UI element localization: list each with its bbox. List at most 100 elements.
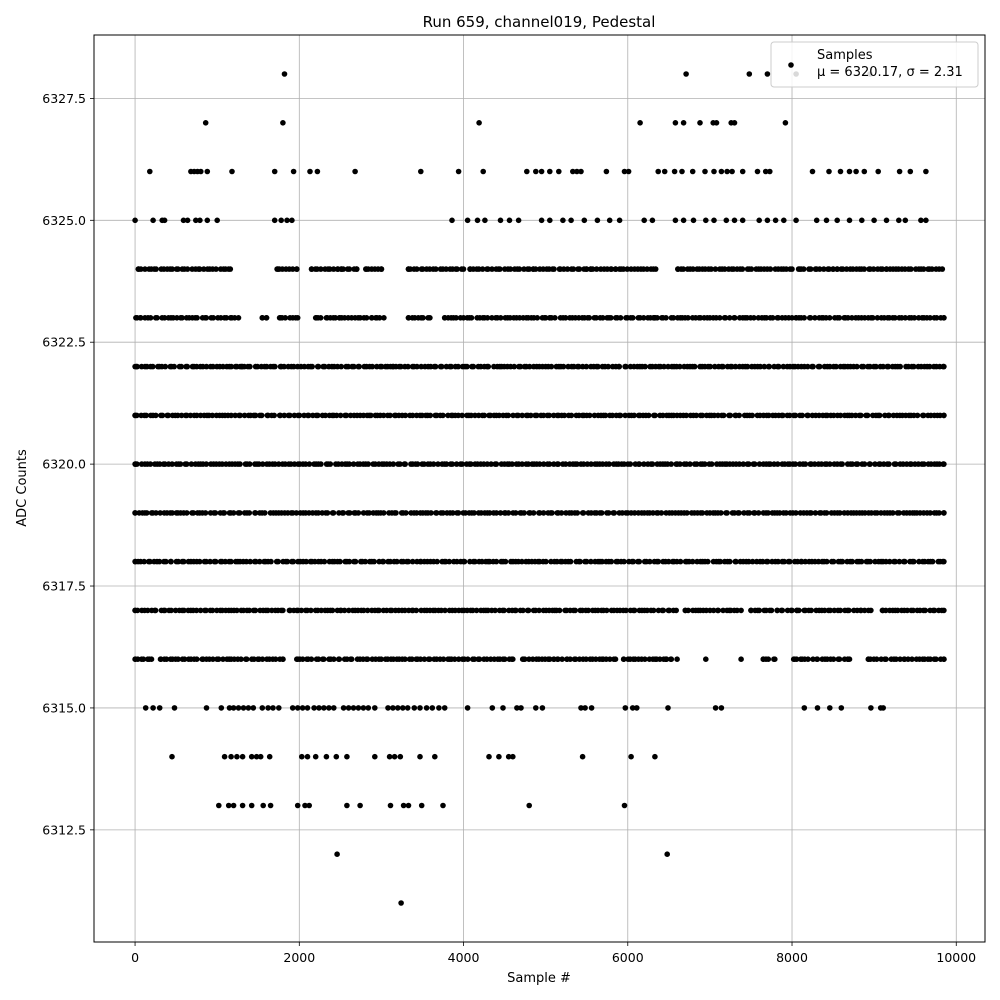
data-point — [738, 656, 744, 662]
data-point — [546, 412, 552, 419]
data-point — [562, 461, 569, 467]
data-point — [687, 461, 693, 467]
data-point — [230, 705, 237, 711]
data-point — [799, 412, 805, 419]
data-point — [637, 120, 643, 126]
data-point — [941, 510, 947, 516]
data-point — [921, 461, 927, 467]
data-point — [776, 363, 782, 370]
data-point — [272, 363, 278, 370]
data-point — [821, 607, 828, 614]
data-point — [911, 363, 917, 370]
data-point — [338, 363, 345, 370]
data-point — [331, 705, 337, 711]
data-point — [892, 315, 898, 321]
data-point — [280, 656, 286, 662]
data-point — [281, 363, 287, 370]
data-point — [184, 217, 191, 224]
data-point — [526, 266, 532, 272]
data-point — [603, 168, 610, 175]
x-axis-title: Sample # — [507, 971, 571, 986]
data-point — [259, 315, 266, 321]
data-point — [780, 412, 786, 419]
data-point — [266, 753, 273, 760]
data-point — [488, 461, 494, 467]
data-point — [867, 558, 873, 565]
data-point — [516, 266, 523, 272]
data-point — [497, 266, 503, 272]
data-point — [521, 510, 527, 516]
data-point — [282, 315, 289, 321]
data-point — [690, 266, 696, 272]
data-point — [204, 168, 211, 175]
data-point — [661, 363, 667, 370]
data-point — [560, 217, 566, 224]
data-point — [507, 266, 514, 272]
data-point — [936, 510, 942, 516]
data-point — [364, 607, 371, 614]
data-point — [536, 607, 542, 614]
data-point — [306, 461, 313, 467]
data-point — [306, 802, 313, 809]
data-point — [897, 363, 903, 370]
data-point — [476, 120, 482, 126]
data-point — [275, 461, 282, 467]
data-point — [468, 315, 475, 321]
data-point — [605, 510, 612, 516]
data-point — [197, 607, 204, 614]
legend-marker — [788, 62, 794, 68]
data-point — [230, 510, 237, 516]
data-point — [672, 217, 679, 224]
data-point — [623, 607, 629, 614]
data-point — [767, 266, 774, 272]
data-point — [757, 363, 764, 370]
data-point — [920, 266, 927, 272]
data-point — [588, 558, 594, 565]
data-point — [723, 217, 730, 224]
data-point — [746, 510, 753, 516]
data-point — [922, 607, 928, 614]
data-point — [372, 705, 378, 711]
data-point — [214, 217, 220, 224]
data-point — [894, 607, 901, 614]
data-point — [939, 266, 946, 272]
data-point — [774, 607, 780, 614]
data-point — [525, 607, 532, 614]
data-point — [307, 168, 313, 175]
data-point — [238, 656, 244, 662]
data-point — [756, 607, 763, 614]
data-point — [902, 315, 909, 321]
data-point — [807, 315, 814, 321]
legend-stats-label: μ = 6320.17, σ = 2.31 — [817, 65, 963, 80]
data-point — [356, 363, 363, 370]
data-point — [417, 656, 424, 662]
data-point — [133, 315, 139, 321]
data-point — [259, 656, 266, 662]
data-point — [366, 510, 373, 516]
data-point — [533, 168, 539, 175]
data-point — [230, 802, 237, 809]
data-point — [640, 315, 647, 321]
data-point — [168, 607, 174, 614]
data-point — [767, 168, 773, 175]
data-point — [827, 607, 834, 614]
data-point — [510, 753, 516, 760]
data-point — [910, 607, 916, 614]
data-point — [927, 510, 933, 516]
data-point — [210, 363, 216, 370]
data-point — [718, 510, 724, 516]
data-point — [234, 607, 240, 614]
y-axis: 6312.5 6315.0 6317.5 6320.0 6322.5 6325.0 6327… — [42, 91, 94, 837]
data-point — [830, 266, 836, 272]
data-point — [621, 558, 627, 565]
data-point — [776, 510, 783, 516]
data-point — [198, 168, 204, 175]
data-point — [502, 558, 509, 565]
data-point — [171, 705, 178, 711]
data-point — [558, 510, 565, 516]
data-point — [873, 363, 879, 370]
data-point — [732, 363, 739, 370]
data-point — [409, 412, 416, 419]
data-point — [418, 168, 424, 175]
data-point — [655, 168, 661, 175]
